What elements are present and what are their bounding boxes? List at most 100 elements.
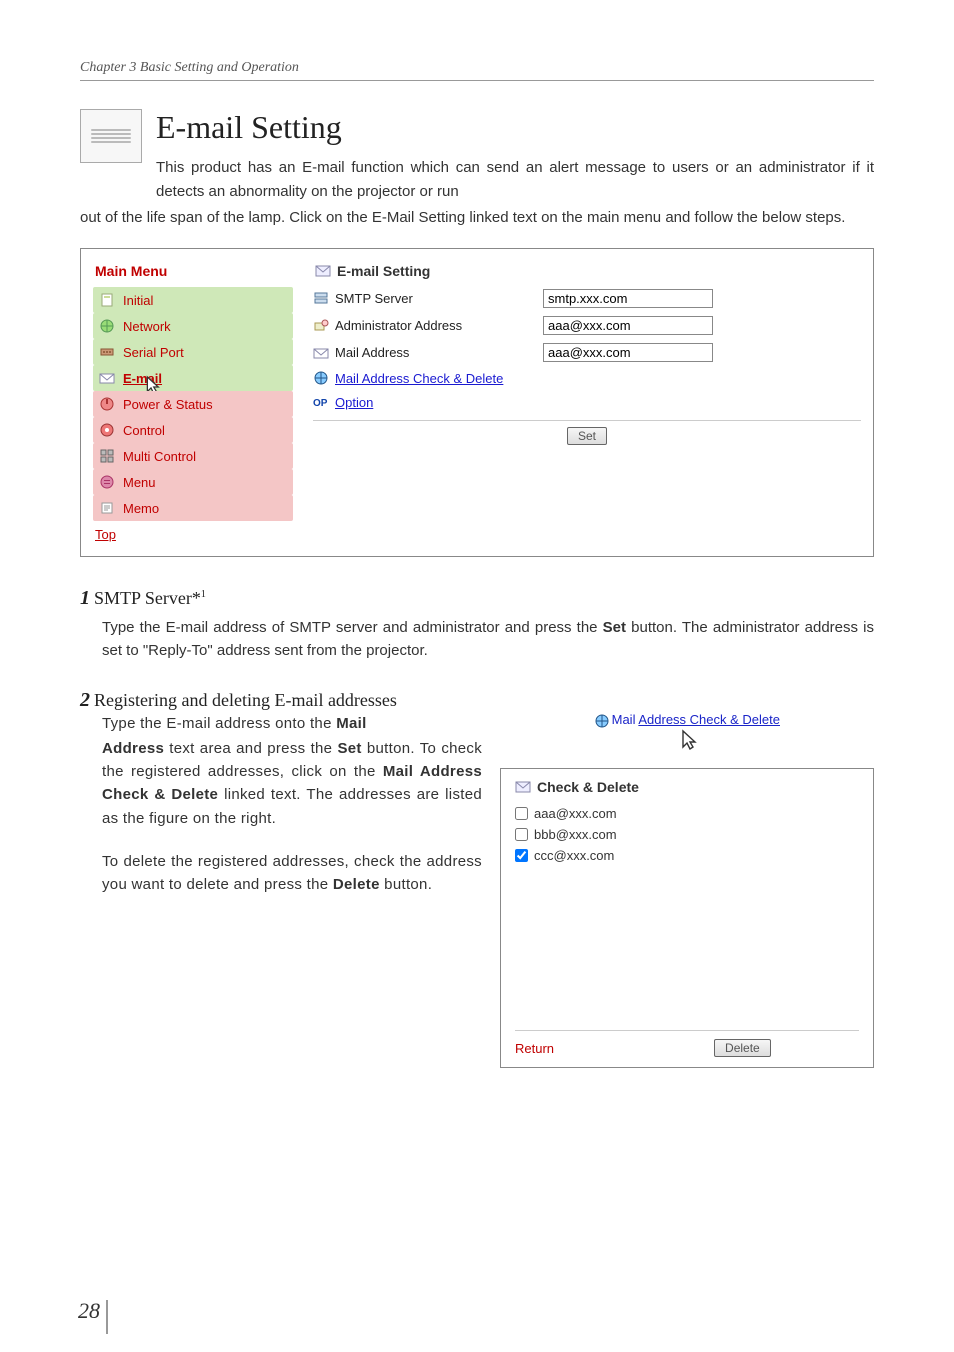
- mail-input[interactable]: [543, 343, 713, 362]
- content-header-text: E-mail Setting: [337, 263, 430, 279]
- step2-address-bold: Address: [102, 740, 164, 757]
- step2-line1: Type the E-mail address onto the Mail: [102, 712, 482, 735]
- step2-delete-bold: Delete: [333, 876, 380, 893]
- step1-sup: 1: [201, 589, 206, 600]
- step2-set-bold: Set: [337, 740, 361, 757]
- address-row[interactable]: aaa@xxx.com: [515, 803, 859, 824]
- step2-heading: 2Registering and deleting E-mail address…: [80, 689, 874, 712]
- main-menu-header: Main Menu: [93, 259, 293, 287]
- address-label: ccc@xxx.com: [534, 848, 614, 863]
- address-checkbox[interactable]: [515, 807, 528, 820]
- server-icon: [313, 291, 329, 307]
- step1-body: Type the E-mail address of SMTP server a…: [80, 616, 874, 663]
- intro-inline: This product has an E-mail function whic…: [156, 156, 874, 204]
- step2-left-para2: To delete the registered addresses, chec…: [102, 850, 482, 897]
- main-menu-list: Initial Network Serial Port E-mail Power & S…: [93, 287, 293, 521]
- menu-item-label[interactable]: Network: [123, 319, 171, 334]
- set-button[interactable]: Set: [567, 427, 607, 445]
- step1-title: SMTP Server*: [94, 588, 201, 608]
- cursor-icon: [676, 729, 698, 758]
- menu-item-label[interactable]: Multi Control: [123, 449, 196, 464]
- step2-title: Registering and deleting E-mail addresse…: [94, 690, 397, 710]
- menu-item-e-mail[interactable]: E-mail: [93, 365, 293, 391]
- address-row[interactable]: ccc@xxx.com: [515, 845, 859, 866]
- step2-mail-bold: Mail: [336, 715, 366, 732]
- menu-item-network[interactable]: Network: [93, 313, 293, 339]
- serial-port-icon: [99, 344, 115, 360]
- address-row[interactable]: bbb@xxx.com: [515, 824, 859, 845]
- email-setting-panel: Main Menu Initial Network Serial Port E-mai…: [80, 248, 874, 557]
- step1-body-a: Type the E-mail address of SMTP server a…: [102, 619, 603, 636]
- linkimg-underline: Address Check & Delete: [638, 712, 780, 727]
- svg-text:OP: OP: [313, 398, 328, 409]
- step1-set-bold: Set: [603, 619, 626, 636]
- admin-input[interactable]: [543, 316, 713, 335]
- check-delete-header: Check & Delete: [515, 779, 859, 795]
- menu-item-power-status[interactable]: Power & Status: [93, 391, 293, 417]
- multi-control-icon: [99, 448, 115, 464]
- return-link[interactable]: Return: [515, 1041, 554, 1056]
- mail-label: Mail Address: [335, 345, 409, 360]
- menu-item-label[interactable]: Power & Status: [123, 397, 213, 412]
- check-delete-panel: Check & Delete aaa@xxx.com bbb@xxx.com ccc…: [500, 768, 874, 1068]
- globe-icon: [313, 370, 329, 386]
- address-checkbox[interactable]: [515, 849, 528, 862]
- step2-line1-a: Type the E-mail address onto the: [102, 715, 336, 732]
- page-title: E-mail Setting: [156, 109, 874, 146]
- check-delete-link-row: Mail Address Check & Delete: [313, 370, 861, 386]
- top-link[interactable]: Top: [93, 521, 118, 542]
- menu-item-memo[interactable]: Memo: [93, 495, 293, 521]
- mail-row: Mail Address: [313, 343, 861, 362]
- admin-label: Administrator Address: [335, 318, 462, 333]
- email-setting-content: E-mail Setting SMTP Server Administrator…: [293, 259, 861, 544]
- mail-icon: [315, 263, 331, 279]
- option-icon: OP: [313, 394, 329, 410]
- admin-icon: [313, 318, 329, 334]
- menu-item-multi-control[interactable]: Multi Control: [93, 443, 293, 469]
- smtp-input[interactable]: [543, 289, 713, 308]
- initial-icon: [99, 292, 115, 308]
- option-link-row: OP Option: [313, 394, 861, 410]
- menu-item-initial[interactable]: Initial: [93, 287, 293, 313]
- main-menu-column: Main Menu Initial Network Serial Port E-mai…: [93, 259, 293, 544]
- menu-item-label[interactable]: Memo: [123, 501, 159, 516]
- menu-item-label[interactable]: Initial: [123, 293, 153, 308]
- step2-num: 2: [80, 689, 90, 711]
- menu-item-label[interactable]: Menu: [123, 475, 156, 490]
- thumbnail: [80, 109, 142, 163]
- smtp-row: SMTP Server: [313, 289, 861, 308]
- menu-item-control[interactable]: Control: [93, 417, 293, 443]
- title-row: E-mail Setting This product has an E-mai…: [80, 109, 874, 204]
- address-label: bbb@xxx.com: [534, 827, 617, 842]
- admin-row: Administrator Address: [313, 316, 861, 335]
- network-icon: [99, 318, 115, 334]
- step2-left-f: button.: [380, 876, 432, 893]
- check-delete-header-text: Check & Delete: [537, 779, 639, 795]
- power-status-icon: [99, 396, 115, 412]
- linkimg-lead: Mail: [612, 712, 639, 727]
- chapter-header: Chapter 3 Basic Setting and Operation: [80, 60, 874, 81]
- step2-left-para: Address text area and press the Set butt…: [102, 737, 482, 830]
- page-number: 28: [78, 1298, 100, 1324]
- menu-item-menu[interactable]: Menu: [93, 469, 293, 495]
- delete-button[interactable]: Delete: [714, 1039, 771, 1057]
- check-delete-list: aaa@xxx.com bbb@xxx.com ccc@xxx.com: [515, 803, 859, 866]
- address-checkbox[interactable]: [515, 828, 528, 841]
- menu-icon: [99, 474, 115, 490]
- step1-heading: 1SMTP Server*1: [80, 587, 874, 610]
- step1-num: 1: [80, 587, 90, 609]
- control-icon: [99, 422, 115, 438]
- check-delete-link-figure: Mail Address Check & Delete: [500, 712, 874, 759]
- option-link[interactable]: Option: [335, 395, 373, 410]
- address-label: aaa@xxx.com: [534, 806, 617, 821]
- menu-item-label[interactable]: Control: [123, 423, 165, 438]
- page-number-bar: [106, 1300, 108, 1334]
- mail-icon: [515, 779, 531, 795]
- intro-rest: out of the life span of the lamp. Click …: [80, 206, 874, 230]
- check-delete-link[interactable]: Mail Address Check & Delete: [335, 371, 503, 386]
- globe-icon: [594, 713, 608, 727]
- menu-item-serial-port[interactable]: Serial Port: [93, 339, 293, 365]
- smtp-label: SMTP Server: [335, 291, 413, 306]
- content-header: E-mail Setting: [313, 259, 861, 289]
- menu-item-label[interactable]: Serial Port: [123, 345, 184, 360]
